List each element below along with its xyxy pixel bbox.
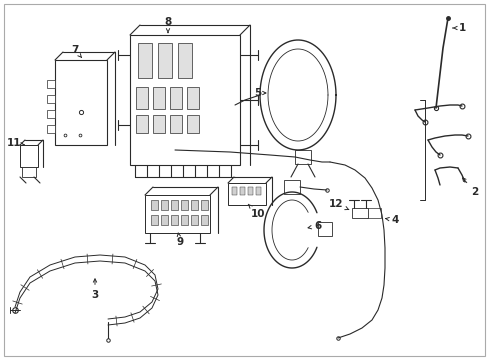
Text: 9: 9 xyxy=(176,233,183,247)
Bar xyxy=(171,215,178,225)
Text: 11: 11 xyxy=(7,138,24,148)
Bar xyxy=(136,87,148,109)
Bar xyxy=(284,180,299,194)
Bar xyxy=(47,125,55,133)
Bar xyxy=(136,115,148,133)
Bar xyxy=(151,200,158,210)
Bar xyxy=(47,110,55,118)
Bar xyxy=(22,167,36,177)
Bar xyxy=(294,150,310,164)
Bar xyxy=(55,60,107,145)
Bar xyxy=(151,215,158,225)
Text: 1: 1 xyxy=(452,23,465,33)
Bar xyxy=(158,43,172,78)
Bar xyxy=(170,87,182,109)
Bar xyxy=(191,215,198,225)
Text: 12: 12 xyxy=(328,199,348,210)
Bar xyxy=(153,87,164,109)
Text: 3: 3 xyxy=(91,279,99,300)
Bar xyxy=(47,80,55,88)
Bar xyxy=(181,200,187,210)
Bar xyxy=(181,215,187,225)
Bar xyxy=(366,208,380,218)
Bar xyxy=(201,200,207,210)
Text: 4: 4 xyxy=(385,215,398,225)
Bar xyxy=(256,187,261,195)
Bar xyxy=(227,183,265,205)
Bar xyxy=(247,187,252,195)
Bar xyxy=(47,95,55,103)
Bar xyxy=(153,115,164,133)
Text: 8: 8 xyxy=(164,17,171,33)
Bar xyxy=(170,115,182,133)
Bar xyxy=(161,200,168,210)
Bar xyxy=(178,43,192,78)
Bar xyxy=(145,195,209,233)
Bar xyxy=(130,35,240,165)
Text: 10: 10 xyxy=(248,204,264,219)
Text: 6: 6 xyxy=(307,221,321,231)
Bar xyxy=(171,200,178,210)
Text: 5: 5 xyxy=(254,88,265,98)
Text: 7: 7 xyxy=(71,45,81,58)
Bar xyxy=(351,208,367,218)
Bar xyxy=(161,215,168,225)
Bar xyxy=(138,43,152,78)
Bar xyxy=(231,187,237,195)
Bar xyxy=(191,200,198,210)
Bar xyxy=(240,187,244,195)
Text: 2: 2 xyxy=(462,178,478,197)
Bar xyxy=(20,145,38,167)
Bar xyxy=(186,87,199,109)
Bar xyxy=(201,215,207,225)
Bar xyxy=(186,115,199,133)
Bar xyxy=(317,222,331,236)
